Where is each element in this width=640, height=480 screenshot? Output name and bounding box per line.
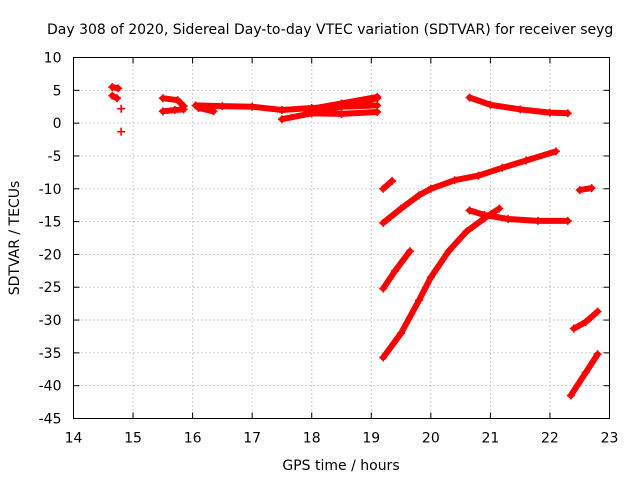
y-tick-labels: 10 5 0 -5 -10 -15 -20 -25 -30 -35 -40 -45 (39, 51, 62, 428)
y-tick-label: 10 (44, 51, 62, 67)
data-point (112, 94, 121, 103)
x-tick-label: 15 (124, 431, 142, 447)
chart-title: Day 308 of 2020, Sidereal Day-to-day VTE… (47, 22, 613, 38)
data-point (480, 211, 489, 220)
data-point (248, 102, 257, 111)
data-point (426, 273, 435, 282)
data-point (194, 104, 203, 113)
data-point (534, 216, 543, 225)
y-tick-label: -45 (39, 412, 62, 428)
data-point (522, 156, 531, 165)
data-point (388, 176, 397, 185)
data-point (566, 391, 575, 400)
data-point (551, 147, 560, 156)
data-track-11 (380, 177, 396, 192)
data-track-13 (380, 248, 413, 292)
x-tick-label: 14 (65, 431, 83, 447)
data-point (450, 176, 459, 185)
data-point (563, 109, 572, 118)
data-point (486, 100, 495, 109)
y-tick-label: -25 (39, 280, 62, 296)
data-point (379, 284, 388, 293)
data-point (117, 104, 126, 113)
data-point (158, 107, 167, 116)
data-point (414, 296, 423, 305)
x-tick-label: 20 (422, 431, 440, 447)
data-point (379, 218, 388, 227)
data-point (379, 353, 388, 362)
data-point (397, 204, 406, 213)
y-tick-label: -5 (48, 149, 62, 165)
data-point (414, 191, 423, 200)
data-point (575, 186, 584, 195)
y-tick-label: -20 (39, 247, 62, 263)
data-point (337, 99, 346, 108)
data-point (495, 204, 504, 213)
data-point (277, 115, 286, 124)
data-point (307, 104, 316, 113)
data-point (337, 109, 346, 118)
y-tick-label: -40 (39, 379, 62, 395)
data-point (581, 318, 590, 327)
data-point (405, 247, 414, 256)
data-point (444, 247, 453, 256)
data-point (545, 108, 554, 117)
data-point (379, 184, 388, 193)
data-point (108, 83, 117, 92)
grid-lines (73, 57, 610, 419)
data-point (301, 109, 310, 118)
x-tick-label: 16 (184, 431, 202, 447)
data-point (277, 106, 286, 115)
data-point (179, 105, 188, 114)
data-point (170, 106, 179, 115)
data-point (114, 84, 123, 93)
data-point (158, 94, 167, 103)
y-tick-label: -30 (39, 313, 62, 329)
y-tick-label: -10 (39, 182, 62, 198)
data-point (593, 307, 602, 316)
plot-area (108, 83, 602, 400)
data-point (587, 184, 596, 193)
data-point (581, 368, 590, 377)
y-axis-title: SDTVAR / TECUs (7, 181, 23, 296)
data-point (397, 329, 406, 338)
data-point (373, 107, 382, 116)
data-track-16 (466, 94, 571, 117)
x-tick-label: 23 (601, 431, 619, 447)
data-point (516, 105, 525, 114)
data-point (498, 163, 507, 172)
data-track-19 (567, 351, 601, 399)
data-point (391, 266, 400, 275)
x-axis-title: GPS time / hours (282, 458, 399, 474)
data-point (462, 227, 471, 236)
x-tick-label: 17 (243, 431, 261, 447)
data-point (218, 102, 227, 111)
x-tick-labels: 14 15 16 17 18 19 20 21 22 23 (65, 431, 619, 447)
y-tick-label: 0 (53, 116, 62, 132)
data-point (504, 214, 513, 223)
data-point (465, 93, 474, 102)
data-point (209, 107, 218, 116)
y-tick-label: -35 (39, 346, 62, 362)
y-tick-label: -15 (39, 215, 62, 231)
data-point (569, 324, 578, 333)
data-point (465, 206, 474, 215)
data-point (117, 127, 126, 136)
data-point (173, 96, 182, 105)
data-point (474, 171, 483, 180)
plot-frame (73, 57, 610, 419)
data-point (563, 216, 572, 225)
data-point (426, 184, 435, 193)
x-tick-label: 18 (303, 431, 321, 447)
data-track-14 (380, 205, 503, 361)
x-tick-label: 19 (362, 431, 380, 447)
data-point (373, 92, 382, 101)
x-tick-label: 21 (481, 431, 499, 447)
y-tick-label: 5 (53, 83, 62, 99)
x-tick-label: 22 (541, 431, 559, 447)
data-point (108, 91, 117, 100)
data-point (593, 350, 602, 359)
